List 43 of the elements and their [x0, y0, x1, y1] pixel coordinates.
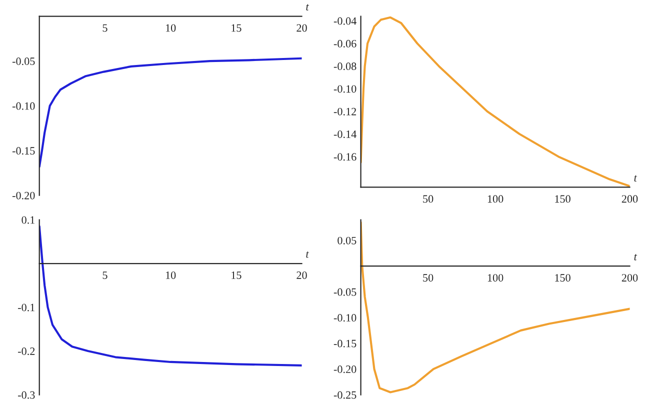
y-tick-label: -0.3 — [18, 391, 35, 399]
y-tick-label: -0.12 — [334, 108, 356, 116]
y-tick-label: -0.20 — [334, 366, 356, 374]
y-tick-label: -0.10 — [334, 314, 356, 322]
x-tick-label: 10 — [166, 24, 176, 32]
x-tick-label: 50 — [423, 195, 434, 203]
y-tick-label: -0.05 — [12, 58, 35, 66]
y-tick-label: -0.2 — [18, 348, 35, 356]
y-tick-label: -0.20 — [12, 192, 35, 200]
y-tick-label: -0.04 — [334, 17, 356, 25]
y-tick-label: -0.25 — [334, 391, 356, 399]
y-tick-label: -0.08 — [334, 62, 356, 70]
y-tick-label: -0.10 — [12, 102, 35, 110]
line-series — [39, 57, 302, 168]
x-tick-label: 20 — [296, 271, 307, 279]
x-tick-label: 10 — [166, 271, 176, 279]
x-axis-title: t — [634, 175, 638, 182]
x-tick-label: 150 — [555, 274, 570, 282]
line-series — [360, 16, 630, 188]
x-tick-label: 20 — [296, 24, 307, 32]
x-tick-label: 100 — [488, 195, 504, 203]
y-tick-label: -0.06 — [334, 40, 356, 48]
y-tick-label: -0.05 — [334, 288, 356, 296]
x-axis-title: t — [306, 4, 310, 10]
y-tick-label: -0.10 — [334, 85, 356, 93]
y-tick-label: -0.1 — [18, 304, 35, 312]
x-tick-label: 200 — [622, 274, 638, 282]
y-tick-label: -0.15 — [334, 340, 356, 348]
y-tick-label: 0.1 — [22, 216, 35, 224]
x-tick-label: 100 — [488, 274, 504, 282]
y-tick-label: -0.16 — [334, 153, 356, 161]
x-tick-label: 15 — [232, 272, 242, 279]
x-axis-title: t — [306, 251, 310, 258]
x-tick-label: 5 — [102, 24, 108, 32]
x-axis-title: t — [634, 254, 638, 260]
y-tick-label: -0.15 — [12, 147, 35, 155]
x-tick-label: 15 — [232, 24, 242, 32]
x-tick-label: 5 — [102, 272, 108, 279]
x-tick-label: 200 — [622, 195, 638, 203]
x-tick-label: 50 — [423, 274, 434, 282]
y-tick-label: -0.14 — [334, 130, 356, 138]
y-tick-label: 0.05 — [338, 236, 356, 244]
x-tick-label: 150 — [555, 195, 570, 203]
